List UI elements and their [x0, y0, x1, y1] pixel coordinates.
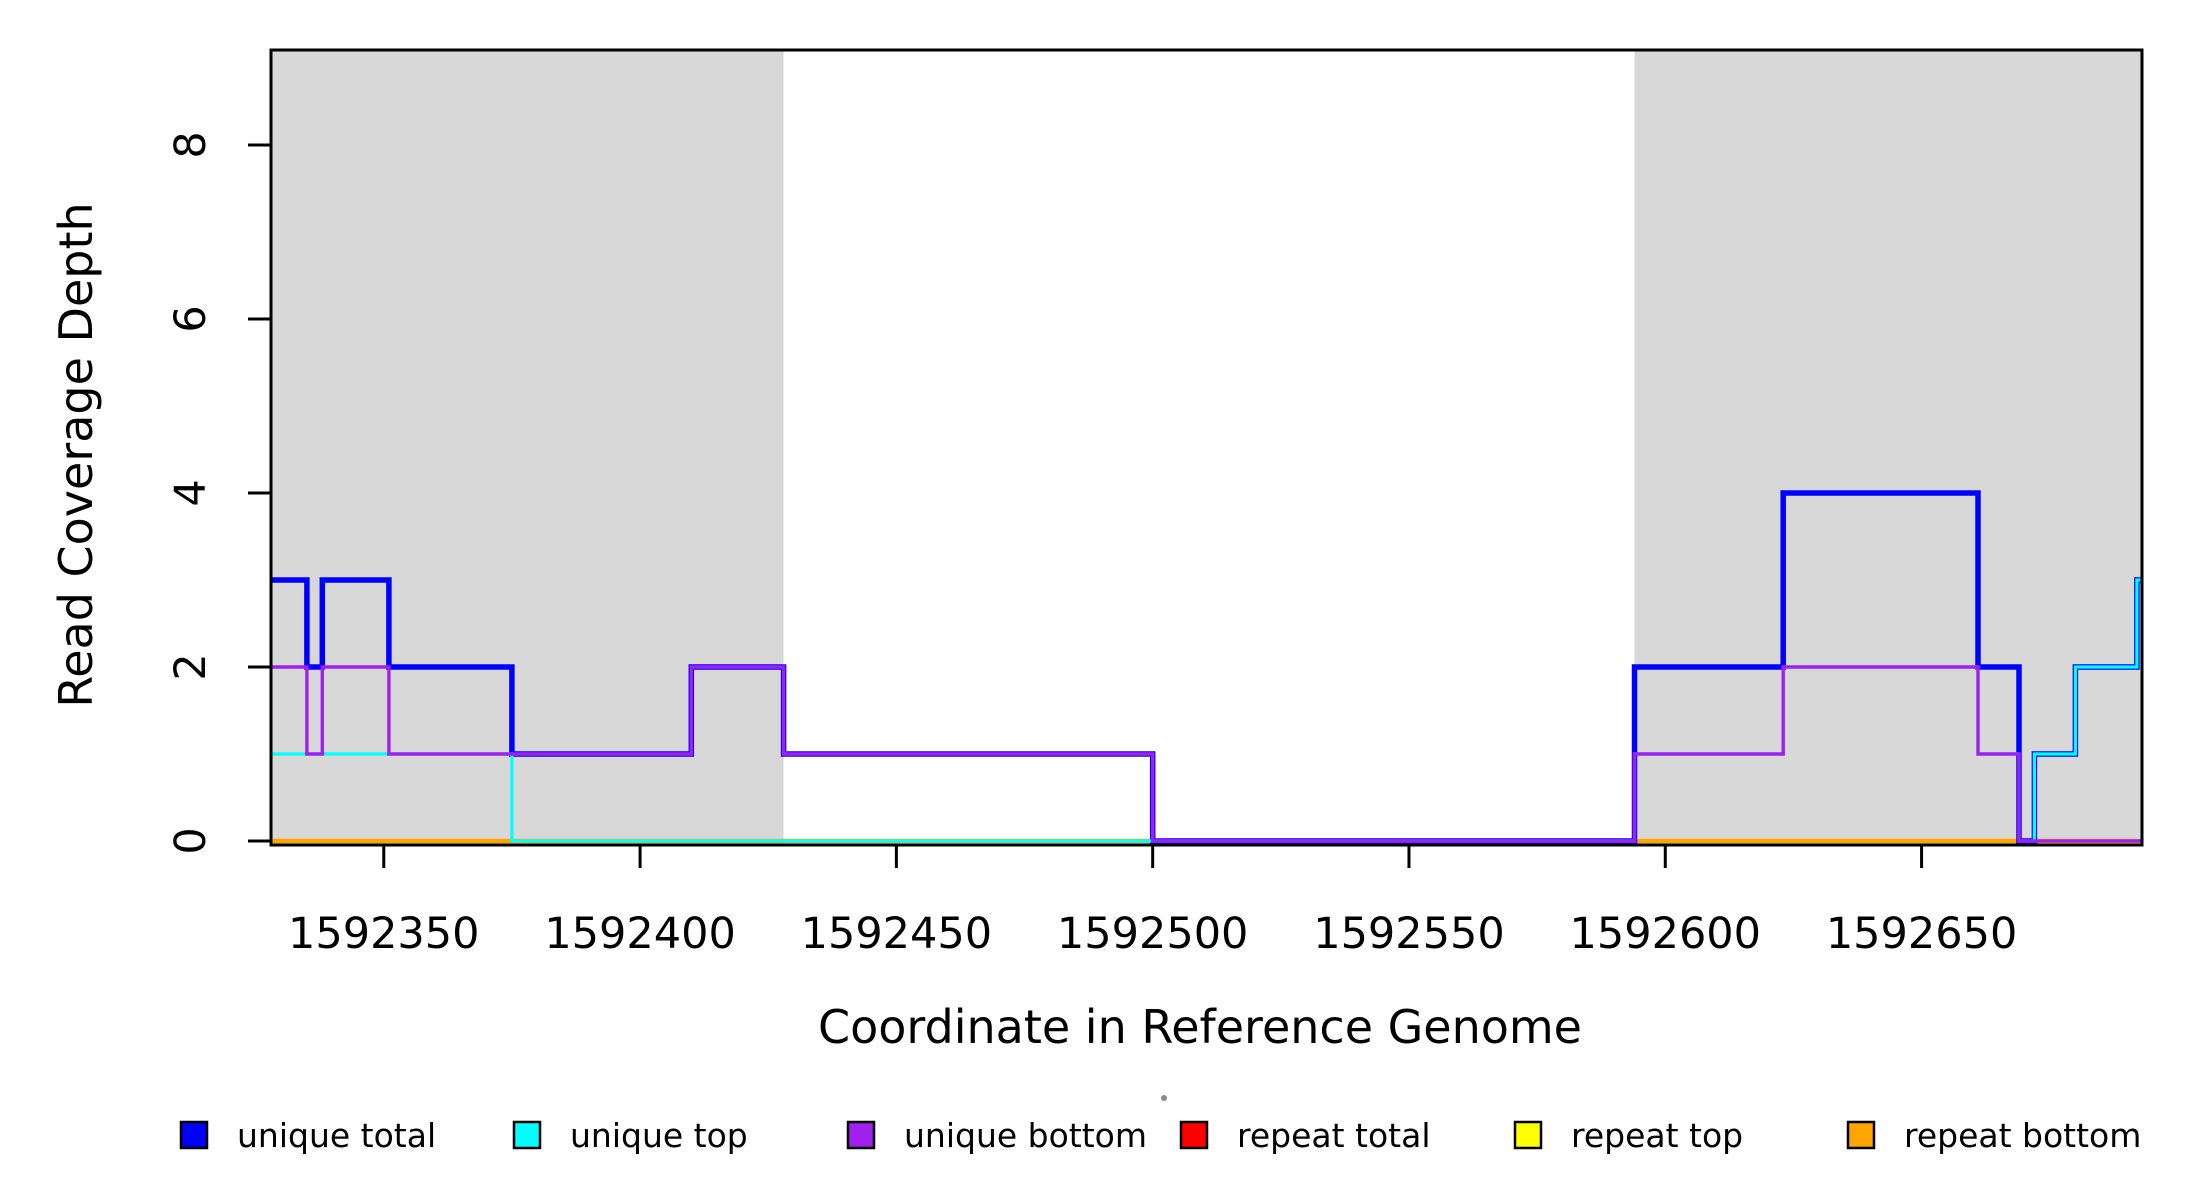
legend-entry-repeat-total: repeat total — [1179, 1116, 1431, 1155]
y-tick-label: 8 — [166, 131, 216, 158]
x-tick-label: 1592350 — [288, 909, 480, 959]
shaded-regions-layer — [271, 51, 2142, 844]
legend-swatch-unique-bottom — [846, 1120, 876, 1150]
legend-label-repeat-bottom: repeat bottom — [1904, 1116, 2141, 1155]
legend-label-unique-top: unique top — [570, 1116, 748, 1155]
legend-swatch-repeat-total — [1179, 1120, 1209, 1150]
legend-swatch-repeat-top — [1513, 1120, 1543, 1150]
x-tick-label: 1592400 — [544, 909, 736, 959]
x-tick-label: 1592650 — [1826, 909, 2018, 959]
legend-entry-unique-total: unique total — [179, 1116, 436, 1155]
x-axis-label: Coordinate in Reference Genome — [818, 1000, 1582, 1054]
y-tick-label: 6 — [166, 305, 216, 332]
legend: unique total unique top unique bottom repea… — [179, 1116, 2141, 1155]
legend-swatch-unique-top — [512, 1120, 542, 1150]
y-tick-label: 0 — [166, 827, 216, 854]
legend-swatch-repeat-bottom — [1846, 1120, 1876, 1150]
x-tick-label: 1592500 — [1057, 909, 1249, 959]
shaded-region-1 — [271, 51, 784, 844]
shaded-region-2 — [1634, 51, 2142, 844]
legend-label-unique-total: unique total — [237, 1116, 436, 1155]
y-tick-label: 2 — [166, 653, 216, 680]
legend-label-repeat-total: repeat total — [1237, 1116, 1431, 1155]
x-tick-label: 1592550 — [1313, 909, 1505, 959]
x-tick-label: 1592450 — [801, 909, 993, 959]
legend-entry-repeat-bottom: repeat bottom — [1846, 1116, 2141, 1155]
series-unique-bottom — [271, 665, 2142, 843]
y-tick-label: 4 — [166, 479, 216, 506]
plot-border — [269, 48, 2144, 847]
axes-layer: 1592350 1592400 1592450 1592500 1592550 15926… — [166, 48, 2144, 959]
legend-entry-unique-bottom: unique bottom — [846, 1116, 1147, 1155]
legend-swatch-unique-total — [179, 1120, 209, 1150]
legend-label-repeat-top: repeat top — [1571, 1116, 1743, 1155]
stray-dot — [1161, 1095, 1167, 1101]
y-axis-label: Read Coverage Depth — [49, 202, 103, 707]
x-tick-label: 1592600 — [1570, 909, 1762, 959]
legend-entry-unique-top: unique top — [512, 1116, 748, 1155]
series-layer — [271, 490, 2142, 844]
legend-entry-repeat-top: repeat top — [1513, 1116, 1743, 1155]
legend-label-unique-bottom: unique bottom — [904, 1116, 1147, 1155]
